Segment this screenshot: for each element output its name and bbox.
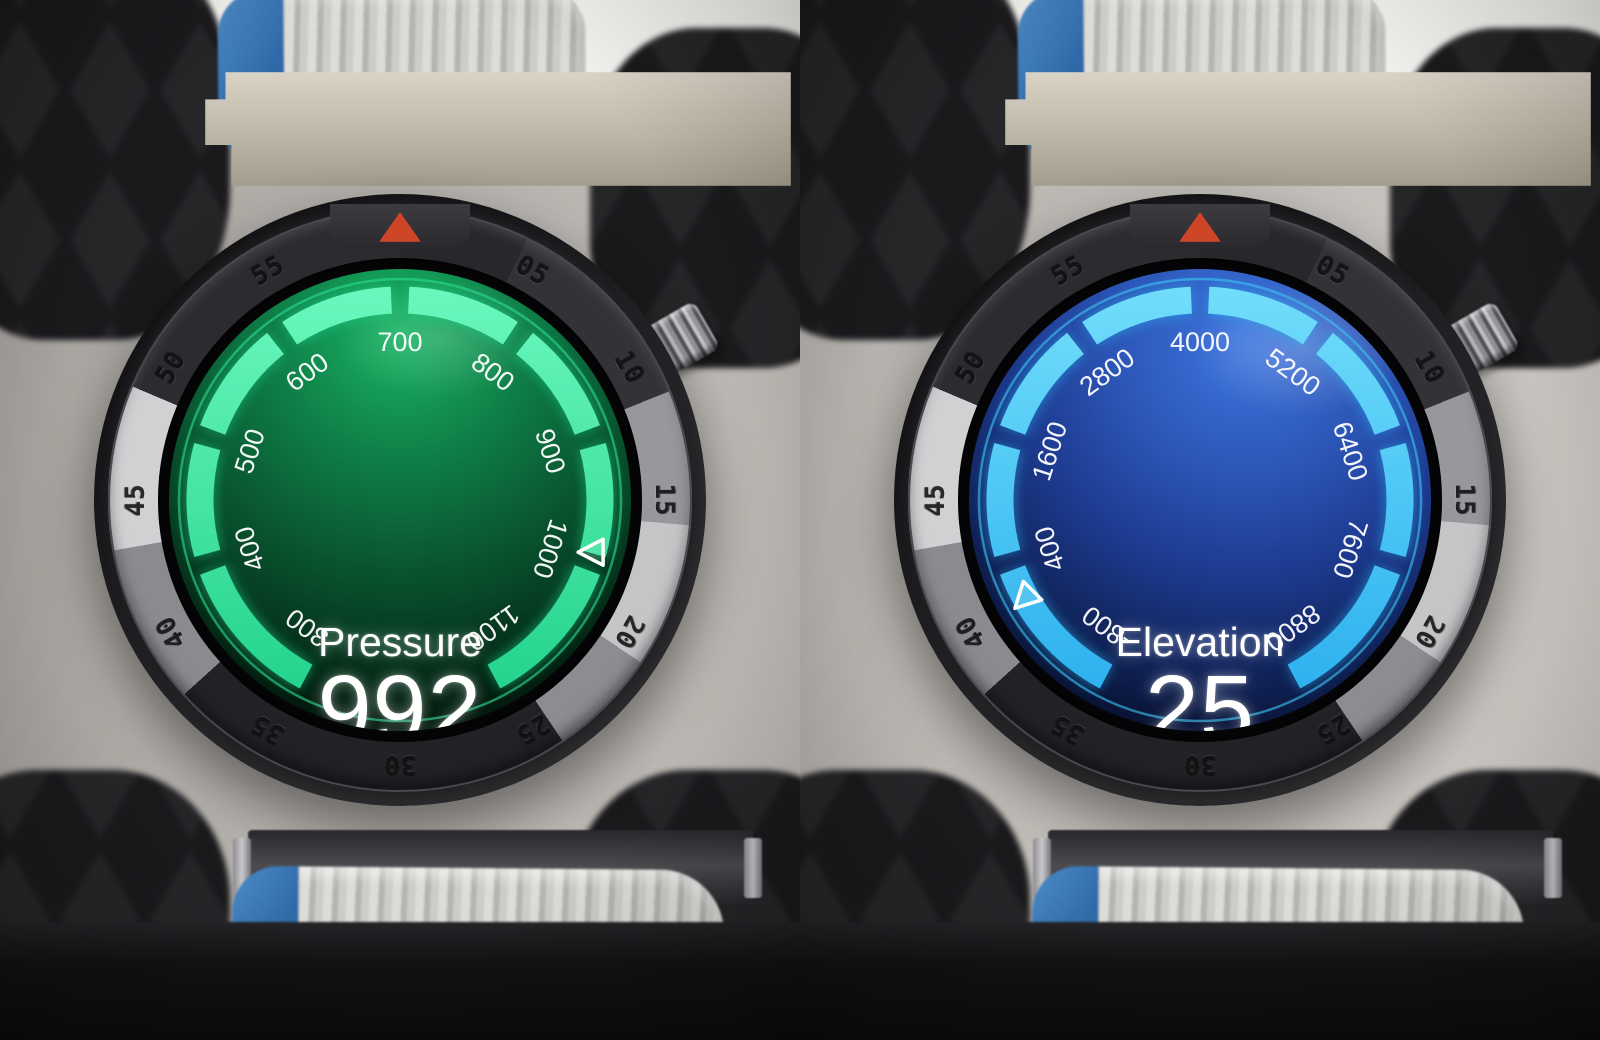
stand-base (800, 922, 1600, 1040)
svg-text:500: 500 (229, 425, 271, 477)
watch-screen[interactable]: 300 400 500 600 700 800 900 1000 1100 Pressure 9… (169, 269, 631, 731)
svg-text:6400: 6400 (1327, 418, 1374, 484)
svg-text:400: 400 (229, 523, 271, 575)
svg-text:800: 800 (466, 347, 520, 398)
strap-pin-right (744, 838, 762, 898)
watch-photo-elevation: 05 10 15 20 25 30 35 40 45 50 55 -800 400 1600 2800 40… (800, 0, 1600, 1040)
metric-value: 992 (317, 655, 483, 731)
stand-base (0, 922, 800, 1040)
svg-text:5200: 5200 (1260, 342, 1326, 402)
watch-screen[interactable]: -800 400 1600 2800 4000 5200 6400 7600 8800 Elev… (969, 269, 1431, 731)
rubber-strap-top-left (800, 0, 1030, 340)
metric-value: 25 (1145, 655, 1255, 731)
svg-text:1000: 1000 (527, 516, 574, 582)
svg-text:400: 400 (1029, 523, 1071, 575)
svg-text:1600: 1600 (1026, 418, 1073, 484)
strap-pin-right (1544, 838, 1562, 898)
buckle-plate-top (205, 72, 791, 186)
svg-text:900: 900 (529, 425, 571, 477)
buckle-plate-top (1005, 72, 1591, 186)
metric-title: Elevation (1115, 619, 1285, 665)
smartwatch-pressure: 05 10 15 20 25 30 35 40 45 50 55 300 400 500 600 700 80… (94, 194, 721, 806)
svg-text:700: 700 (377, 327, 422, 357)
metric-title: Pressure (317, 619, 483, 665)
svg-text:7600: 7600 (1327, 516, 1374, 582)
svg-text:2800: 2800 (1074, 342, 1140, 402)
watch-photo-pressure: 05 10 15 20 25 30 35 40 45 50 55 300 400 500 600 700 80… (0, 0, 800, 1040)
smartwatch-elevation: 05 10 15 20 25 30 35 40 45 50 55 -800 400 1600 2800 40… (800, 0, 1600, 1040)
svg-text:4000: 4000 (1170, 327, 1230, 357)
svg-text:600: 600 (280, 347, 334, 398)
